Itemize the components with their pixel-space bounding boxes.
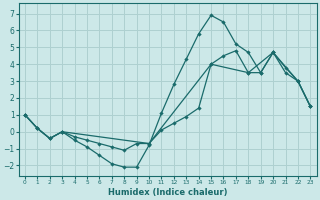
X-axis label: Humidex (Indice chaleur): Humidex (Indice chaleur) <box>108 188 228 197</box>
